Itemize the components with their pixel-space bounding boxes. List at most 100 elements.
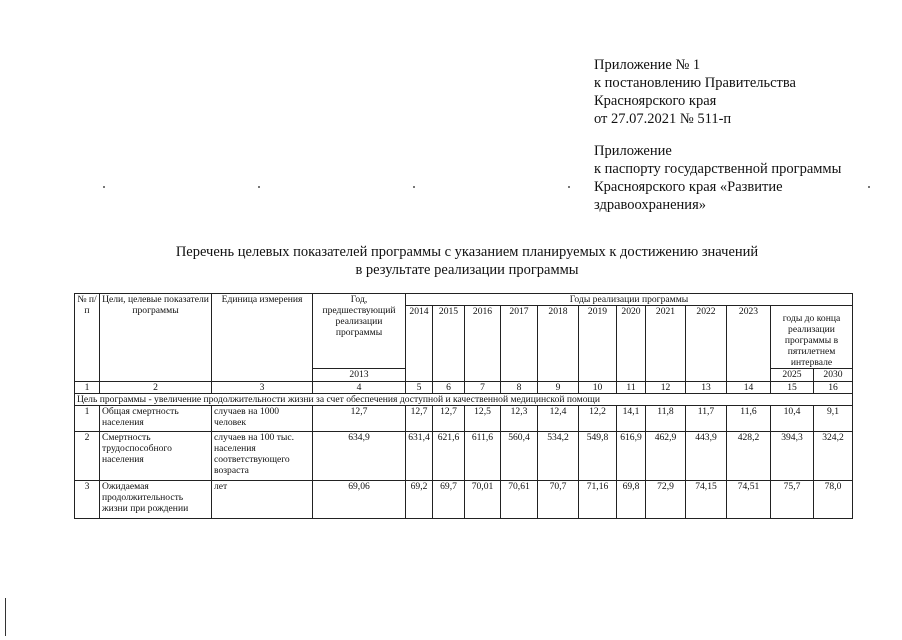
column-number: 10 [578,381,617,394]
header-years: Годы реализации программы [405,293,853,306]
indicator-value: 69,06 [312,480,406,519]
appendix-line: к паспорту государственной программы [594,161,842,177]
indicator-value: 12,5 [464,405,501,432]
indicator-name: Общая смертность населения [99,405,212,432]
scan-speck [868,186,870,188]
appendix-1-header: Приложение № 1 к постановлению Правитель… [594,56,796,128]
column-number: 1 [74,381,100,394]
indicator-value: 74,51 [726,480,771,519]
year-header: 2019 [578,305,617,382]
indicator-value: 69,8 [616,480,646,519]
appendix-line: Приложение [594,143,672,159]
column-number: 14 [726,381,771,394]
indicator-value: 428,2 [726,431,771,481]
column-numbers-row: 1 2 3 4 5 6 7 8 9 10 11 12 13 14 15 16 [74,381,853,394]
scan-speck [103,186,105,188]
column-number: 6 [432,381,465,394]
scan-speck [258,186,260,188]
scan-speck [568,186,570,188]
indicator-value: 560,4 [500,431,538,481]
year-header: 2018 [537,305,579,382]
column-number: 13 [685,381,727,394]
header-prev-year: Год, предшествующий реализации программы [312,293,406,369]
indicator-value: 10,4 [770,405,814,432]
indicator-value: 75,7 [770,480,814,519]
indicator-value: 11,7 [685,405,727,432]
indicator-value: 12,7 [312,405,406,432]
indicator-value: 78,0 [813,480,853,519]
table-row: 1 Общая смертность населения случаев на 10… [74,405,853,432]
indicator-value: 69,7 [432,480,465,519]
column-number: 7 [464,381,501,394]
year-header: 2014 [405,305,433,382]
indicator-value: 12,7 [405,405,433,432]
column-number: 8 [500,381,538,394]
interval-year: 2030 [813,368,853,382]
indicator-name: Смертность трудоспособного населения [99,431,212,481]
indicator-name: Ожидаемая продолжительность жизни при ро… [99,480,212,519]
year-header: 2021 [645,305,686,382]
indicator-value: 70,01 [464,480,501,519]
year-header: 2020 [616,305,646,382]
year-header: 2022 [685,305,727,382]
indicator-value: 11,8 [645,405,686,432]
indicator-value: 462,9 [645,431,686,481]
row-number: 1 [74,405,100,432]
column-number: 3 [211,381,313,394]
indicator-value: 631,4 [405,431,433,481]
indicator-value: 12,2 [578,405,617,432]
column-number: 15 [770,381,814,394]
column-number: 16 [813,381,853,394]
appendix-2-header: Приложение к паспорту государственной пр… [594,142,841,214]
indicator-value: 12,4 [537,405,579,432]
column-number: 5 [405,381,433,394]
indicator-value: 69,2 [405,480,433,519]
indicator-value: 74,15 [685,480,727,519]
indicator-value: 12,7 [432,405,465,432]
document-title: Перечень целевых показателей программы с… [0,243,902,279]
indicator-value: 70,61 [500,480,538,519]
appendix-line: Приложение № 1 [594,57,701,73]
year-header: 2023 [726,305,771,382]
appendix-line: Красноярского края [594,93,717,109]
indicator-value: 443,9 [685,431,727,481]
goal-text: Цель программы - увеличение продолжитель… [74,393,853,406]
prev-year-value: 2013 [312,368,406,382]
indicator-value: 621,6 [432,431,465,481]
year-header: 2017 [500,305,538,382]
indicator-value: 72,9 [645,480,686,519]
indicator-unit: лет [211,480,313,519]
row-number: 2 [74,431,100,481]
indicator-value: 634,9 [312,431,406,481]
indicator-unit: случаев на 100 тыс. населения соответств… [211,431,313,481]
indicator-value: 534,2 [537,431,579,481]
indicator-value: 12,3 [500,405,538,432]
header-goal: Цели, целевые показатели программы [99,293,212,382]
indicator-unit: случаев на 1000 человек [211,405,313,432]
table-row: 3 Ожидаемая продолжительность жизни при р… [74,480,853,519]
indicator-value: 549,8 [578,431,617,481]
indicator-value: 611,6 [464,431,501,481]
goal-row: Цель программы - увеличение продолжитель… [74,393,853,406]
appendix-line: здравоохранения» [594,197,706,213]
column-number: 11 [616,381,646,394]
indicator-value: 70,7 [537,480,579,519]
row-number: 3 [74,480,100,519]
year-header: 2015 [432,305,465,382]
appendix-line: Красноярского края «Развитие [594,179,783,195]
title-line: Перечень целевых показателей программы с… [175,244,759,260]
indicator-value: 616,9 [616,431,646,481]
indicator-value: 11,6 [726,405,771,432]
indicator-value: 394,3 [770,431,814,481]
column-number: 12 [645,381,686,394]
scan-speck [413,186,415,188]
header-no: № п/п [74,293,100,382]
indicators-table: № п/п Цели, целевые показатели программы… [74,293,853,519]
year-header: 2016 [464,305,501,382]
table-row: 2 Смертность трудоспособного населения слу… [74,431,853,481]
indicator-value: 14,1 [616,405,646,432]
appendix-line: от 27.07.2021 № 511-п [594,111,732,127]
indicator-value: 71,16 [578,480,617,519]
column-number: 4 [312,381,406,394]
column-number: 9 [537,381,579,394]
